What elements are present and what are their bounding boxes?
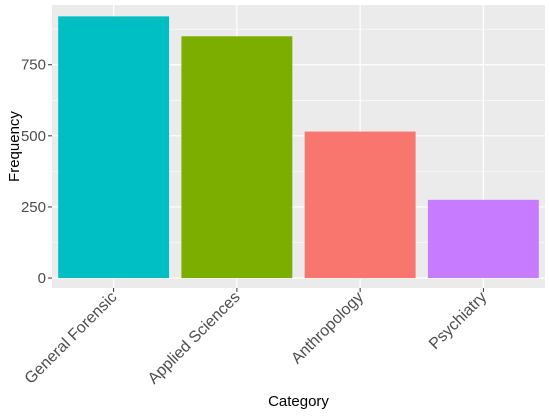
bar-general-forensic: [58, 16, 170, 279]
x-tick-label: Applied Sciences: [145, 289, 244, 388]
x-tick-label: General Forensic: [22, 289, 121, 388]
y-axis-title: Frequency: [6, 111, 23, 182]
x-axis-title: Category: [268, 393, 329, 410]
bar-psychiatry: [427, 199, 539, 279]
y-tick-label: 0: [38, 270, 46, 287]
bar-anthropology: [304, 131, 416, 279]
y-axis: 0 250 500 750: [21, 57, 52, 287]
bars: [58, 16, 539, 279]
x-tick-label: Anthropology: [288, 289, 367, 368]
x-axis: General Forensic Applied Sciences Anthropo…: [22, 288, 490, 388]
y-tick-label: 750: [21, 57, 46, 74]
y-tick-label: 250: [21, 199, 46, 216]
bar-applied-sciences: [181, 36, 293, 279]
y-tick-label: 500: [21, 128, 46, 145]
x-tick-label: Psychiatry: [426, 289, 490, 353]
